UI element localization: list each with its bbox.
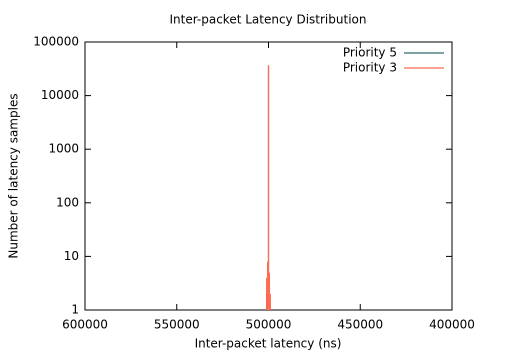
y-tick-label: 100000 [33,35,79,49]
x-tick-label: 550000 [154,318,200,332]
x-tick-label: 450000 [337,318,383,332]
y-tick-label: 1 [71,303,79,317]
x-tick-label: 600000 [62,318,108,332]
y-tick-label: 100 [56,195,79,209]
legend-label: Priority 5 [343,46,397,60]
x-tick-label: 400000 [429,318,475,332]
chart-title: Inter-packet Latency Distribution [170,13,367,27]
legend-label: Priority 3 [343,61,397,75]
x-axis-label: Inter-packet latency (ns) [195,337,342,351]
x-tick-label: 500000 [246,318,292,332]
y-tick-label: 10 [64,249,79,263]
y-tick-label: 10000 [41,88,79,102]
y-axis-label: Number of latency samples [7,93,21,258]
y-tick-label: 1000 [48,142,79,156]
